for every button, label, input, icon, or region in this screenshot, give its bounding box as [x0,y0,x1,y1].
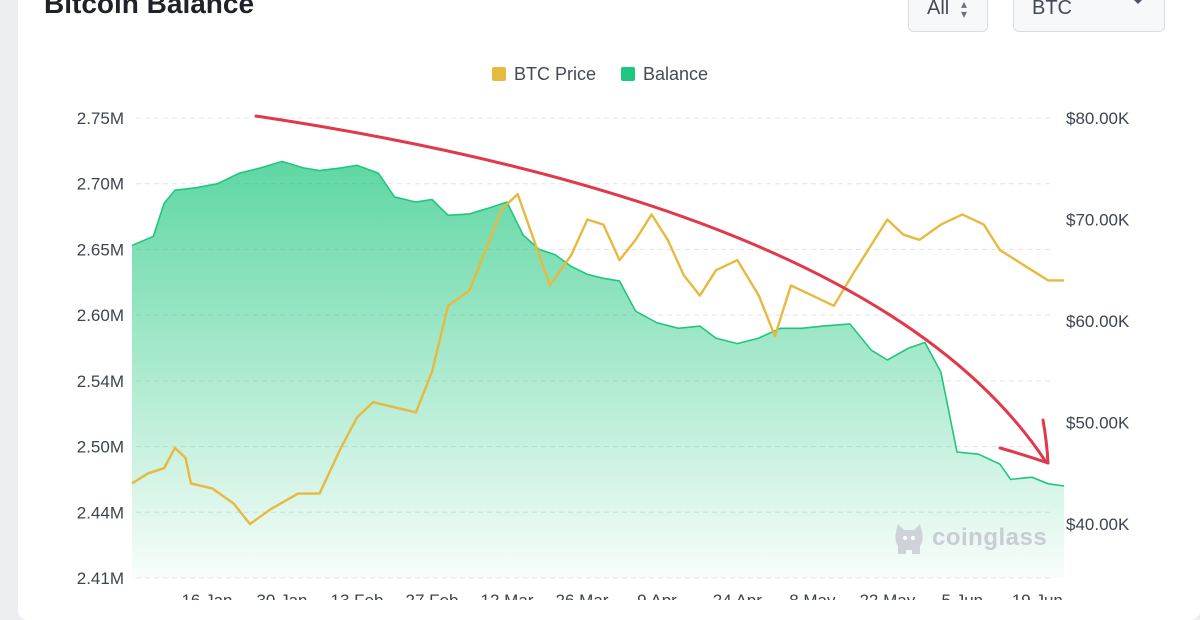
legend-label-btc-price: BTC Price [513,64,596,84]
range-select-value: All [927,0,950,19]
balance-series [131,160,1065,578]
legend-label-balance: Balance [642,64,709,84]
x-axis-tick-label: 13 Feb [331,591,384,600]
watermark-text: coinglass [932,524,1048,551]
range-select[interactable]: All ▴ ▾ [908,0,988,32]
x-axis-tick-label: 27 Feb [406,591,459,600]
left-axis: 2.75M 2.70M 2.65M 2.60M 2.54M 2.50M 2.44M 2.41M [77,109,124,588]
coinglass-watermark: coinglass [890,518,1050,562]
x-axis-tick-label: 12 Mar [481,591,534,600]
left-axis-tick-label: 2.65M [77,240,124,259]
right-axis: $80.00K $70.00K $60.00K $50.00K $40.00K [1066,109,1130,534]
coinglass-logo-icon [895,524,923,554]
x-axis-tick-label: 24 Apr [713,591,762,600]
left-axis-tick-label: 2.60M [77,306,124,325]
coin-select[interactable]: BTC [1013,0,1165,32]
x-axis-tick-label: 9 Apr [637,591,677,600]
right-axis-tick-label: $70.00K [1066,211,1130,230]
left-axis-tick-label: 2.54M [77,372,124,391]
x-axis-tick-label: 16 Jan [181,591,232,600]
legend-swatch-btc-price [491,67,506,81]
left-axis-tick-label: 2.50M [77,438,124,457]
right-axis-tick-label: $80.00K [1066,109,1130,128]
right-axis-tick-label: $50.00K [1066,414,1130,433]
up-down-chevron-icon: ▴ ▾ [961,0,968,21]
balance-area [132,161,1065,578]
left-axis-tick-label: 2.70M [77,175,124,194]
x-axis-tick-label: 30 Jan [256,591,307,600]
legend-item-balance[interactable]: Balance [620,64,709,85]
right-axis-tick-label: $60.00K [1066,312,1130,331]
left-axis-tick-label: 2.41M [77,569,124,588]
btc-price-series [131,192,1065,526]
caret-down-icon [1132,0,1144,4]
balance-line [131,160,1065,487]
trend-arrow-head [998,418,1050,465]
trend-arrow [254,114,1048,464]
coin-select-value: BTC [1032,0,1072,19]
x-axis-tick-label: 22 May [859,591,915,600]
chart-legend: BTC Price Balance [0,64,1200,85]
legend-swatch-balance [620,67,635,81]
legend-item-btc-price[interactable]: BTC Price [491,64,596,85]
btc-price-line [131,192,1065,526]
x-axis-tick-label: 8 May [789,591,836,600]
x-axis: 16 Jan 30 Jan 13 Feb 27 Feb 12 Mar 26 Mar 9 Ap… [181,591,1062,600]
page-title: Bitcoin Balance [44,0,255,19]
x-axis-tick-label: 26 Mar [556,591,609,600]
left-axis-tick-label: 2.44M [77,503,124,522]
chart-plot: 2.75M 2.70M 2.65M 2.60M 2.54M 2.50M 2.44M 2.41M… [77,109,1130,600]
left-axis-tick-label: 2.75M [77,109,124,128]
x-axis-tick-label: 19 Jun [1012,591,1063,600]
x-axis-tick-label: 5 Jun [942,591,984,600]
right-axis-tick-label: $40.00K [1066,515,1130,534]
